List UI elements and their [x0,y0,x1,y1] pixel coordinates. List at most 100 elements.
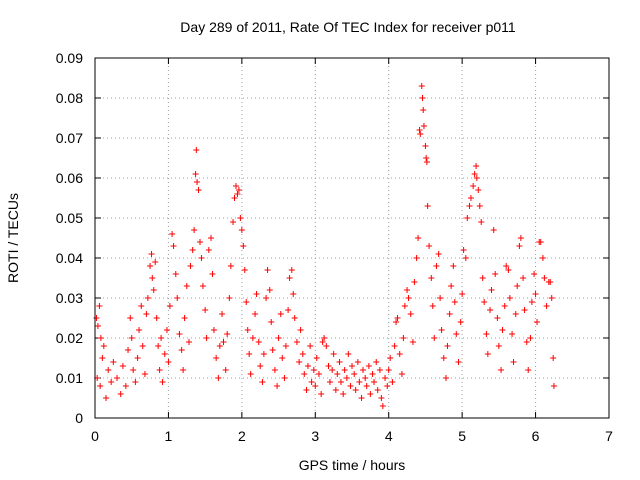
data-point [488,287,495,293]
data-points [93,83,557,409]
data-point [548,295,555,301]
data-point [409,339,416,345]
data-point [423,155,430,161]
data-point [93,315,100,321]
data-point [494,315,501,321]
data-point [385,367,392,373]
data-point [310,367,317,373]
data-point [318,391,325,397]
data-point [492,271,499,277]
data-point [213,355,220,361]
data-point [301,371,308,377]
data-point [208,235,215,241]
data-point [296,359,303,365]
data-point [134,355,141,361]
y-tick-label: 0.06 [56,170,83,186]
data-point [363,383,370,389]
data-point [343,375,350,381]
data-point [453,331,460,337]
data-point [428,275,435,281]
data-point [369,371,376,377]
data-point [288,267,295,273]
data-point [420,123,427,129]
data-point [277,311,284,317]
data-point [148,251,155,257]
data-point [227,263,234,269]
data-point [404,287,411,293]
data-point [547,279,554,285]
data-point [475,187,482,193]
data-point [293,339,300,345]
y-tick-label: 0.05 [56,210,83,226]
data-point [332,387,339,393]
data-point [147,263,154,269]
data-point [194,179,201,185]
data-point [127,315,134,321]
data-point [394,315,401,321]
data-point [467,195,474,201]
x-tick-label: 0 [91,428,99,444]
data-point [365,363,372,369]
data-point [246,351,253,357]
data-point [422,143,429,149]
data-point [97,335,104,341]
data-point [161,351,168,357]
data-point [321,335,328,341]
data-point [411,279,418,285]
data-point [347,383,354,389]
data-point [94,323,101,329]
data-point [315,371,322,377]
x-tick-labels: 0 1 2 3 4 5 6 7 [91,428,613,444]
data-point [389,379,396,385]
data-point [110,359,117,365]
data-point [191,227,198,233]
data-point [525,367,532,373]
data-point [180,367,187,373]
data-point [358,395,365,401]
data-point [312,383,319,389]
data-point [379,403,386,409]
data-point [413,255,420,261]
data-point [150,287,157,293]
y-tick-label: 0 [75,410,83,426]
data-point [105,367,112,373]
data-point [351,371,358,377]
data-point [416,127,423,133]
data-point [527,335,534,341]
data-point [241,267,248,273]
data-point [132,379,139,385]
data-point [534,319,541,325]
data-point [387,355,394,361]
data-point [210,327,217,333]
data-point [512,311,519,317]
data-point [479,275,486,281]
x-tick-label: 7 [605,428,613,444]
data-point [473,175,480,181]
data-point [215,375,222,381]
data-point [349,363,355,369]
y-tick-label: 0.08 [56,90,83,106]
data-point [308,379,315,385]
data-point [155,343,162,349]
data-point [297,327,304,333]
data-point [543,303,550,309]
data-point [437,295,444,301]
data-point [203,335,210,341]
data-point [531,271,538,277]
data-point [506,295,513,301]
data-point [274,383,281,389]
data-point [528,299,535,305]
data-point [435,251,442,257]
data-point [304,363,311,369]
data-point [415,235,422,241]
data-point [266,287,273,293]
data-point [307,343,314,349]
data-point [224,331,231,337]
data-point [323,343,330,349]
data-point [185,339,192,345]
data-point [487,307,494,313]
data-point [418,83,425,89]
data-point [216,343,223,349]
data-point [269,347,276,353]
